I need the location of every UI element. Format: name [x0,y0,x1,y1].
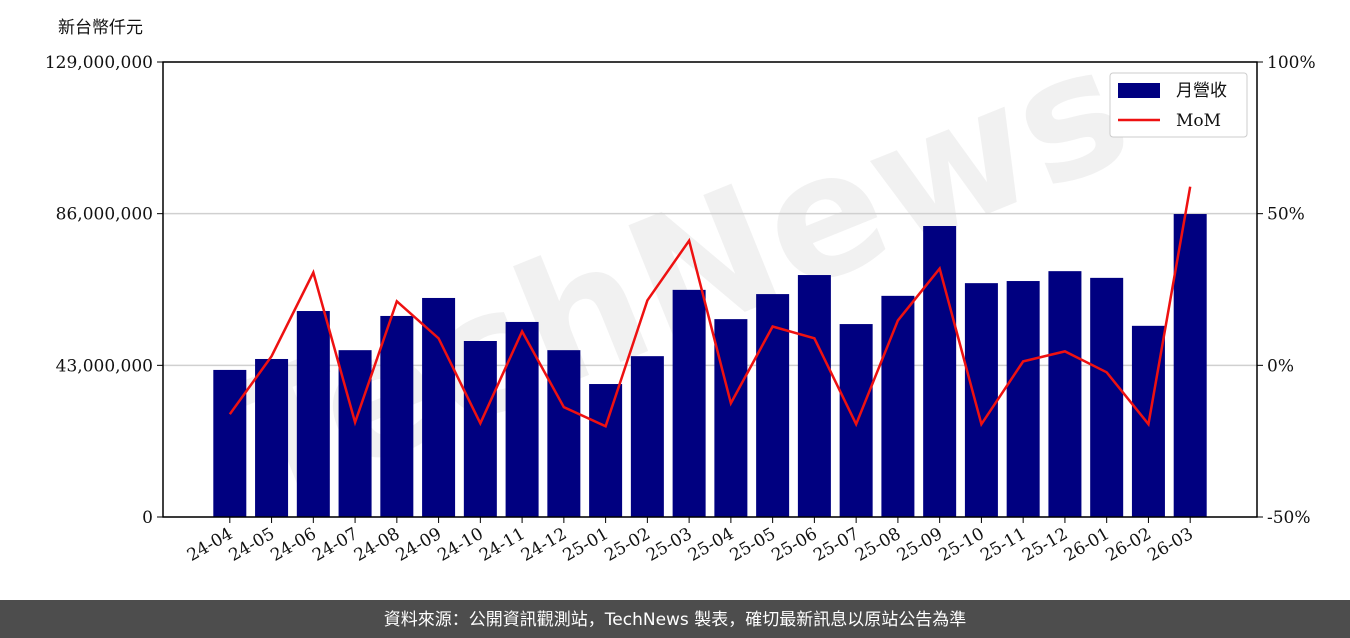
y2-tick-label: 50% [1267,205,1305,225]
x-tick-label: 25-08 [852,524,904,566]
x-tick-label: 26-03 [1144,524,1196,566]
x-tick-label: 24-05 [226,524,278,566]
x-tick-label: 25-11 [977,524,1029,566]
plot-frame [162,61,1258,518]
bar [714,319,748,517]
footer: 資料來源：公開資訊觀測站，TechNews 製表，確切最新訊息以原站公告為準 [384,610,966,630]
x-tick-label: 25-10 [935,524,987,566]
x-tick-label: 25-06 [768,524,820,566]
x-tick-label: 24-10 [434,524,486,566]
legend-swatch [1118,83,1160,98]
bar [422,297,456,517]
x-tick-label: 24-04 [184,524,236,566]
x-tick-label: 24-09 [393,524,445,566]
bar [547,350,581,517]
x-tick-label: 24-08 [351,524,403,566]
x-tick-label: 24-11 [476,524,528,566]
line [228,186,1192,429]
bar [964,283,998,517]
x-tick-label: 26-02 [1102,524,1154,566]
y2-tick-label: -50% [1267,508,1311,528]
bar [630,356,664,517]
bar [296,311,330,517]
y-tick-label: 129,000,000 [45,53,153,73]
bar [1173,214,1207,517]
x-tick-label: 25-03 [643,524,695,566]
y-axis-label: 新台幣仟元 [58,18,143,38]
x-tick-label: 24-12 [518,524,570,566]
x-tick-label: 25-02 [601,524,653,566]
x-tick-label: 25-07 [810,524,862,566]
bar [881,295,915,517]
bar [463,340,497,517]
y-tick-label: 43,000,000 [56,356,153,376]
bar [1048,271,1082,517]
x-tick-label: 25-12 [1019,524,1071,566]
y-tick-label: 0 [142,508,153,528]
bar [797,275,831,517]
bar [923,226,957,517]
x-tick-label: 24-07 [309,524,361,566]
bar [1006,281,1040,517]
legend-label: MoM [1176,111,1221,131]
y2-tick-label: 0% [1267,356,1294,376]
bar [589,384,623,517]
bar [839,324,873,517]
bar [213,369,247,517]
bar [380,315,414,517]
bar [255,358,289,517]
bar [672,289,706,517]
x-tick-label: 25-04 [685,524,737,566]
bar [338,350,372,517]
x-tick-label: 26-01 [1061,524,1113,566]
y-tick-label: 86,000,000 [56,205,153,225]
x-tick-label: 25-05 [727,524,779,566]
x-tick-label: 25-09 [894,524,946,566]
legend-label: 月營收 [1176,81,1227,101]
bar [1090,277,1124,517]
x-tick-label: 25-01 [560,524,612,566]
bar [756,294,790,517]
y2-tick-label: 100% [1267,53,1316,73]
footer-band [0,600,1350,638]
